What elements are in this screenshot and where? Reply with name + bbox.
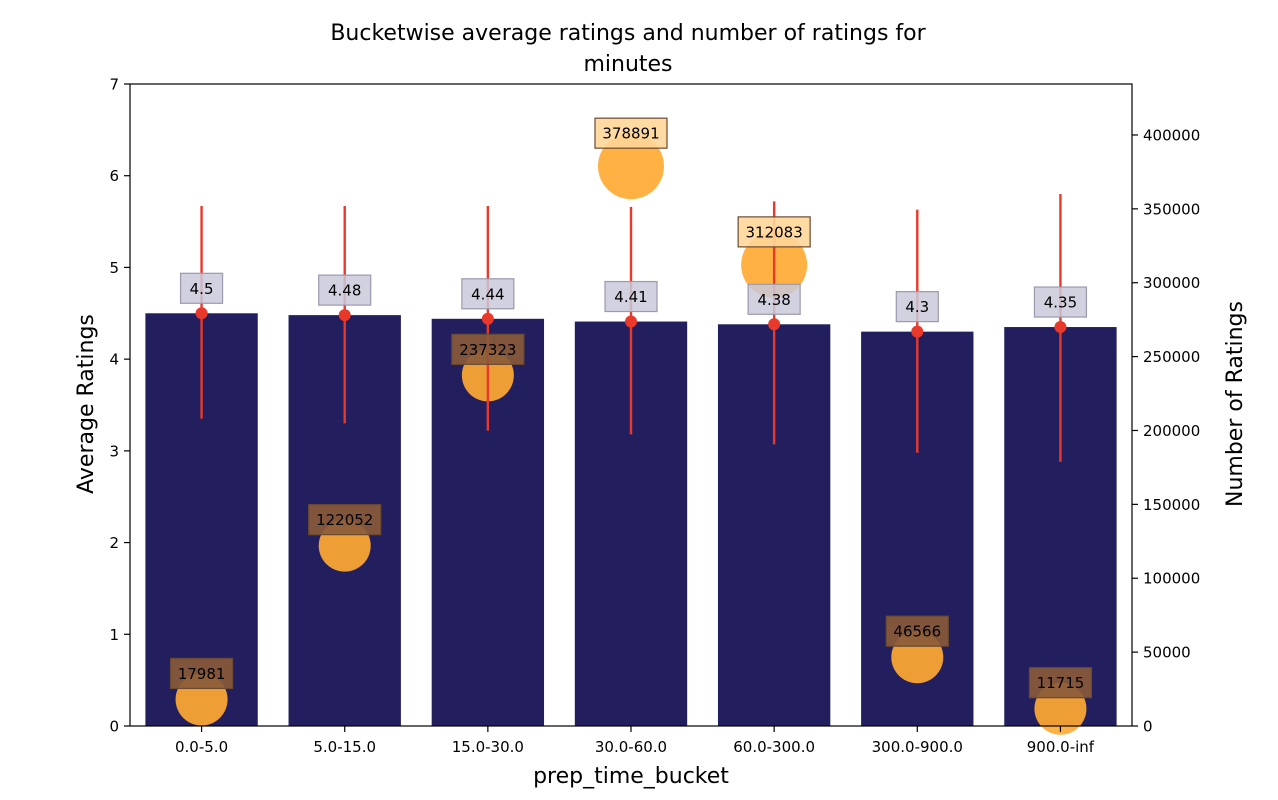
count-label-5: 46566	[893, 623, 941, 641]
rating-label-0: 4.5	[190, 280, 214, 298]
rating-label-4: 4.38	[757, 291, 790, 309]
y2-tick-label-7: 350000	[1143, 200, 1200, 218]
count-label-2: 237323	[459, 341, 516, 359]
count-label-6: 11715	[1037, 674, 1085, 692]
rating-label-5: 4.3	[905, 298, 929, 316]
rating-label-4-box	[747, 283, 801, 315]
rating-label-0-box	[179, 272, 224, 304]
plot-area: 4.5 4.48 4.44 4.41 4.38 4.3 4.3517981122052237…	[109, 76, 1200, 757]
rating-label-6-box	[1033, 286, 1088, 318]
x-axis-label: prep_time_bucket	[533, 764, 729, 789]
count-label-5-box	[885, 615, 949, 647]
count-label-0: 17981	[178, 665, 226, 683]
y-tick-label-2: 2	[109, 534, 119, 552]
count-label-1-box	[308, 504, 382, 536]
y2-tick-label-3: 150000	[1143, 496, 1200, 514]
mean-point-6	[1054, 321, 1067, 334]
y-tick-label-5: 5	[109, 259, 119, 277]
chart-title-line-2: minutes	[583, 52, 672, 77]
y-axis-label: Average Ratings	[74, 314, 99, 494]
y-tick-label-7: 7	[109, 76, 119, 94]
y-tick-label-1: 1	[109, 626, 119, 644]
mean-point-5	[911, 325, 924, 338]
mean-point-3	[625, 315, 637, 328]
count-label-4-box	[737, 216, 811, 248]
mean-point-1	[338, 309, 351, 322]
chart-title-line-1: Bucketwise average ratings and number of…	[330, 21, 926, 46]
rating-label-1: 4.48	[328, 282, 361, 300]
y-tick-label-6: 6	[109, 167, 119, 185]
count-label-2-box	[451, 333, 525, 365]
x-tick-label-1: 5.0-15.0	[313, 738, 376, 756]
y2-tick-label-2: 100000	[1143, 570, 1200, 588]
x-tick-label-5: 300.0-900.0	[872, 738, 963, 756]
rating-label-3: 4.41	[614, 288, 647, 306]
y2-tick-label-0: 0	[1143, 718, 1153, 736]
count-point-3	[598, 133, 664, 200]
count-label-1: 122052	[316, 511, 373, 529]
x-tick-label-0: 0.0-5.0	[175, 738, 228, 756]
rating-label-5-box	[895, 291, 939, 323]
y2-axis-label: Number of Ratings	[1223, 301, 1248, 507]
y-tick-label-0: 0	[109, 718, 119, 736]
mean-point-0	[195, 307, 208, 320]
x-tick-label-6: 900.0-inf	[1027, 738, 1095, 756]
y2-tick-label-6: 300000	[1143, 274, 1200, 292]
y-tick-label-3: 3	[109, 442, 119, 460]
rating-label-2-box	[461, 278, 515, 310]
count-label-3-box	[594, 117, 668, 149]
count-label-4: 312083	[746, 223, 803, 241]
y2-tick-label-1: 50000	[1143, 644, 1191, 662]
x-tick-label-4: 60.0-300.0	[733, 738, 815, 756]
y2-tick-label-4: 200000	[1143, 422, 1200, 440]
y2-tick-label-8: 400000	[1143, 126, 1200, 144]
count-label-0-box	[169, 657, 234, 690]
count-label-3: 378891	[602, 125, 659, 143]
count-label-6-box	[1028, 667, 1093, 699]
y2-tick-label-5: 250000	[1143, 348, 1200, 366]
y-tick-label-4: 4	[109, 351, 119, 369]
rating-label-2: 4.44	[471, 285, 504, 303]
mean-point-2	[481, 312, 494, 325]
x-tick-label-2: 15.0-30.0	[452, 738, 524, 756]
rating-label-1-box	[318, 274, 372, 306]
rating-label-3-box	[604, 280, 658, 313]
mean-point-4	[768, 318, 781, 331]
rating-label-6: 4.35	[1044, 294, 1077, 312]
x-tick-label-3: 30.0-60.0	[595, 738, 667, 756]
